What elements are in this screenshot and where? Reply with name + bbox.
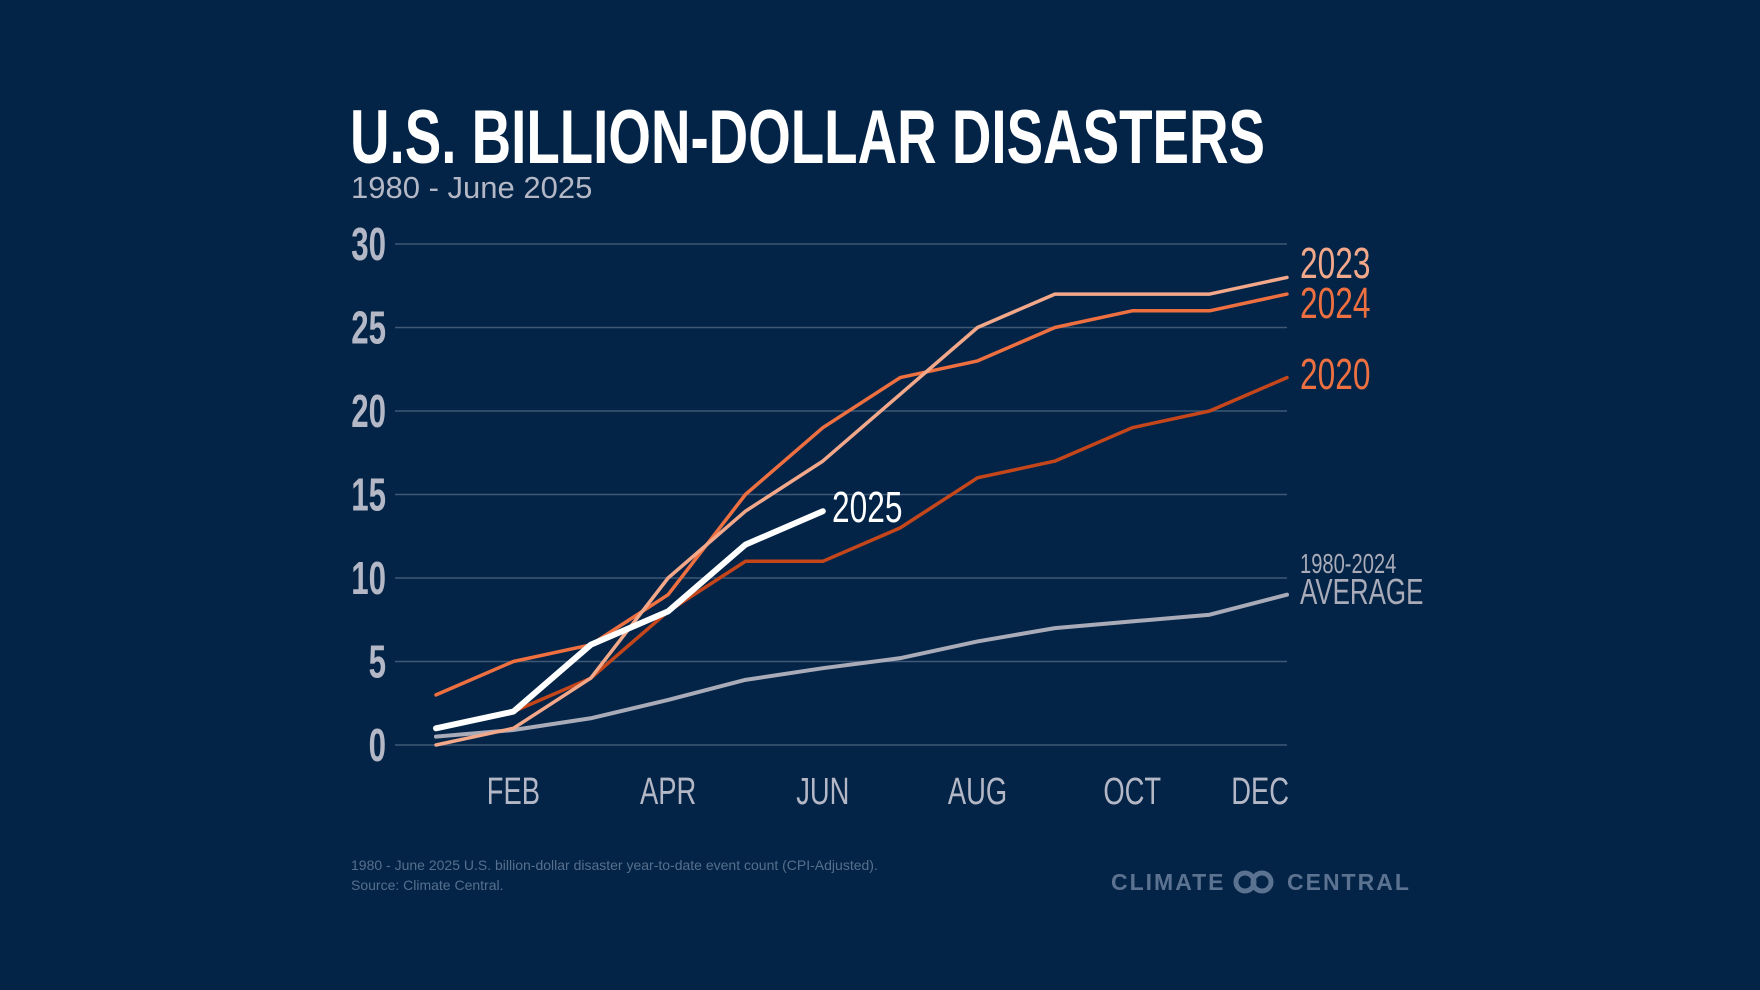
logo-text-left: CLIMATE [1111, 869, 1226, 895]
x-axis: FEB APR JUN AUG OCT DEC [487, 771, 1289, 813]
label-2023: 2023 [1300, 239, 1370, 288]
y-axis: 0 5 10 15 20 25 30 [351, 219, 386, 771]
x-tick-label: DEC [1231, 771, 1289, 813]
x-tick-label: APR [640, 771, 696, 813]
series-lines [433, 275, 1289, 747]
series-line-2023 [434, 275, 1289, 747]
y-tick-label: 10 [351, 553, 386, 604]
gridlines [395, 243, 1287, 746]
series-line-2020 [434, 375, 1289, 731]
x-tick-label: FEB [487, 771, 540, 813]
series-line-1980-2024-average [434, 592, 1289, 739]
y-tick-label: 5 [369, 637, 386, 688]
footnote-line2: Source: Climate Central. [351, 877, 504, 893]
x-tick-label: AUG [948, 771, 1007, 813]
x-tick-label: OCT [1103, 771, 1161, 813]
y-tick-label: 15 [351, 470, 386, 521]
chart-subtitle: 1980 - June 2025 [351, 170, 592, 205]
y-tick-label: 20 [351, 386, 386, 437]
label-average: AVERAGE [1300, 572, 1423, 612]
logo-ring-right-icon [1250, 870, 1274, 894]
logo-text-right: CENTRAL [1287, 869, 1411, 895]
y-tick-label: 25 [351, 303, 386, 354]
chart-title: U.S. BILLION-DOLLAR DISASTERS [350, 95, 1265, 180]
footnote-line1: 1980 - June 2025 U.S. billion-dollar dis… [351, 857, 878, 873]
x-tick-label: JUN [796, 771, 849, 813]
label-2024: 2024 [1300, 279, 1370, 328]
label-2025: 2025 [832, 483, 902, 532]
series-line-2025 [433, 508, 826, 732]
climate-central-logo: CLIMATE CENTRAL [1111, 869, 1411, 895]
label-average-years: 1980-2024 [1300, 549, 1396, 580]
label-2020: 2020 [1300, 350, 1370, 399]
y-tick-label: 0 [369, 720, 386, 771]
y-tick-label: 30 [351, 219, 386, 270]
series-line-2024 [434, 292, 1289, 697]
